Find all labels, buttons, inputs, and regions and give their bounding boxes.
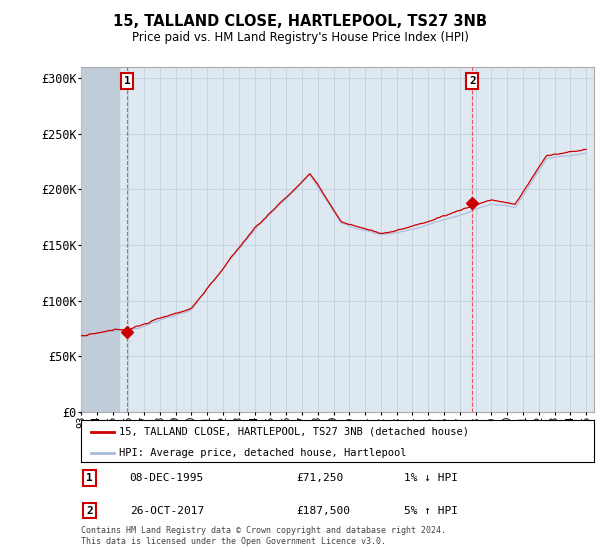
Bar bbox=[81, 67, 121, 412]
Text: 26-OCT-2017: 26-OCT-2017 bbox=[130, 506, 204, 516]
Text: £187,500: £187,500 bbox=[296, 506, 350, 516]
Text: 2: 2 bbox=[86, 506, 93, 516]
Text: 1% ↓ HPI: 1% ↓ HPI bbox=[404, 473, 458, 483]
Text: Contains HM Land Registry data © Crown copyright and database right 2024.
This d: Contains HM Land Registry data © Crown c… bbox=[81, 526, 446, 546]
Text: HPI: Average price, detached house, Hartlepool: HPI: Average price, detached house, Hart… bbox=[119, 448, 407, 458]
Text: 1: 1 bbox=[124, 76, 130, 86]
Text: £71,250: £71,250 bbox=[296, 473, 344, 483]
Text: 5% ↑ HPI: 5% ↑ HPI bbox=[404, 506, 458, 516]
Text: 08-DEC-1995: 08-DEC-1995 bbox=[130, 473, 204, 483]
Text: 15, TALLAND CLOSE, HARTLEPOOL, TS27 3NB: 15, TALLAND CLOSE, HARTLEPOOL, TS27 3NB bbox=[113, 14, 487, 29]
Text: 2: 2 bbox=[469, 76, 476, 86]
Text: 1: 1 bbox=[86, 473, 93, 483]
Text: Price paid vs. HM Land Registry's House Price Index (HPI): Price paid vs. HM Land Registry's House … bbox=[131, 31, 469, 44]
Text: 15, TALLAND CLOSE, HARTLEPOOL, TS27 3NB (detached house): 15, TALLAND CLOSE, HARTLEPOOL, TS27 3NB … bbox=[119, 427, 469, 437]
